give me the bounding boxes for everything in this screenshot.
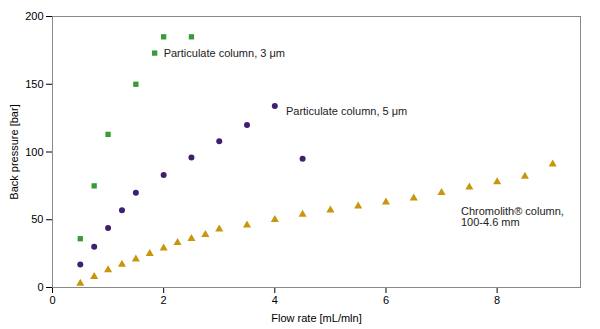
svg-text:50: 50 xyxy=(31,213,43,225)
svg-text:8: 8 xyxy=(494,294,500,306)
svg-text:Particulate column, 5 μm: Particulate column, 5 μm xyxy=(286,105,407,117)
svg-text:2: 2 xyxy=(161,294,167,306)
svg-text:200: 200 xyxy=(25,10,43,22)
svg-text:Back pressure [bar]: Back pressure [bar] xyxy=(8,104,20,199)
svg-text:0: 0 xyxy=(37,281,43,293)
svg-text:0: 0 xyxy=(49,294,55,306)
svg-text:6: 6 xyxy=(383,294,389,306)
svg-text:4: 4 xyxy=(272,294,278,306)
svg-text:100: 100 xyxy=(25,146,43,158)
svg-text:Particulate column, 3 μm: Particulate column, 3 μm xyxy=(164,47,285,59)
svg-text:150: 150 xyxy=(25,78,43,90)
svg-text:Chromolith® column,100-4.6 mm: Chromolith® column,100-4.6 mm xyxy=(461,205,564,228)
svg-text:Flow rate [mL/mln]: Flow rate [mL/mln] xyxy=(271,312,361,324)
